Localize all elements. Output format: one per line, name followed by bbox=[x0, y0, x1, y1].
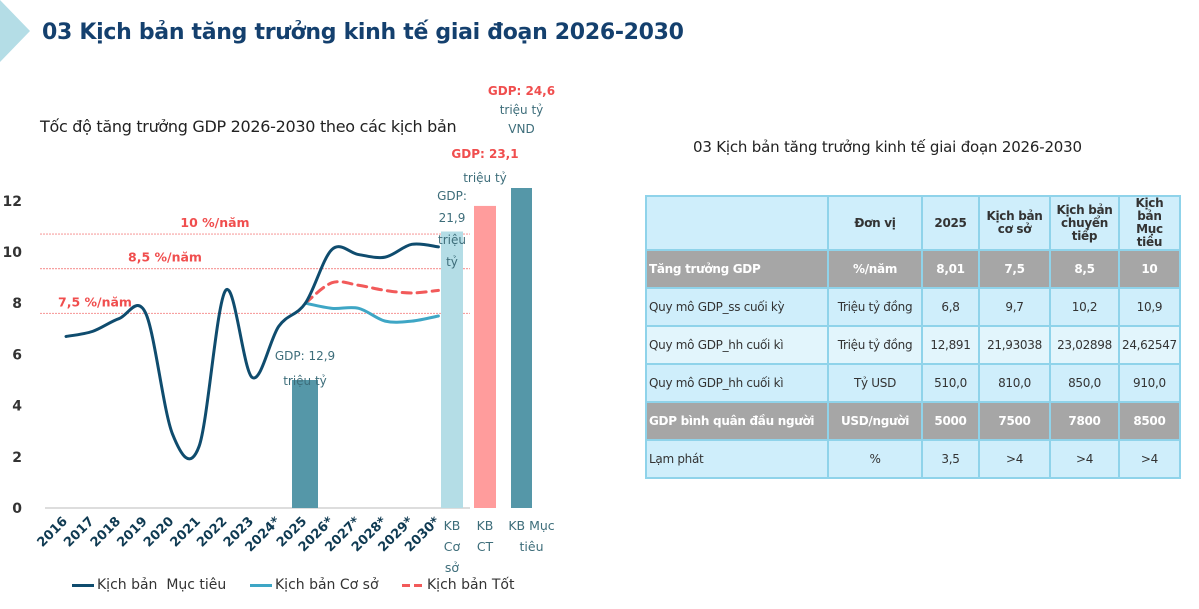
y-tick-label: 6 bbox=[12, 347, 22, 363]
reference-line-label: 8,5 %/năm bbox=[128, 250, 202, 265]
table-cell: >4 bbox=[978, 439, 1051, 479]
y-tick-label: 4 bbox=[12, 399, 22, 415]
header-cell: Đơn vị bbox=[827, 195, 923, 251]
table-row: Tăng trưởng GDP %/năm 8,01 7,5 8,5 10 bbox=[645, 249, 1181, 289]
table-cell: 7500 bbox=[978, 401, 1051, 441]
legend-item-co-so: Kịch bản Cơ sở bbox=[250, 577, 379, 593]
bar bbox=[441, 231, 463, 508]
table-cell: Quy mô GDP_ss cuối kỳ bbox=[645, 287, 829, 327]
table-cell: %/năm bbox=[827, 249, 923, 289]
bar-annotation: 21,9 bbox=[439, 211, 466, 225]
table-title: 03 Kịch bản tăng trưởng kinh tế giai đoạ… bbox=[693, 138, 1082, 156]
legend-swatch-icon bbox=[250, 583, 272, 587]
bar-annotation: VND bbox=[508, 122, 534, 136]
gdp-growth-chart: 0 2 4 6 8 10 12 10 %/năm 8,5 %/năm 7,5 %/năm GDP: … bbox=[3, 84, 556, 575]
table-header-row: Đơn vị 2025 Kịch bản cơ sở Kịch bản chuy… bbox=[645, 195, 1181, 251]
table-cell: 7800 bbox=[1049, 401, 1120, 441]
series-line bbox=[64, 242, 440, 461]
table-cell: >4 bbox=[1049, 439, 1120, 479]
scenario-table: Đơn vị 2025 Kịch bản cơ sở Kịch bản chuy… bbox=[645, 195, 1181, 479]
table-cell: USD/người bbox=[827, 401, 923, 441]
table-row: Quy mô GDP_hh cuối kì Tỷ USD 510,0 810,0 850… bbox=[645, 363, 1181, 403]
table-cell: Tỷ USD bbox=[827, 363, 923, 403]
bar-category-label: KB Mục bbox=[508, 518, 554, 533]
table-cell: 850,0 bbox=[1049, 363, 1120, 403]
bar-annotation: GDP: 24,6 bbox=[488, 84, 555, 98]
table-row: Lạm phát% 3,5 >4 >4 >4 bbox=[645, 439, 1181, 479]
table-cell: 7,5 bbox=[978, 249, 1051, 289]
table-cell: 5000 bbox=[921, 401, 980, 441]
reference-line-label: 10 %/năm bbox=[180, 215, 249, 230]
table-cell: 510,0 bbox=[921, 363, 980, 403]
table-row: Quy mô GDP_ss cuối kỳ Triệu tỷ đồng 6,8 9,7… bbox=[645, 287, 1181, 327]
bar-category-label: tiêu bbox=[520, 539, 544, 554]
legend-item-muc-tieu: Kịch bản Mục tiêu bbox=[72, 577, 226, 593]
series-line bbox=[303, 280, 440, 305]
bar-annotation: GDP: 23,1 bbox=[451, 147, 518, 161]
bar-annotation: triệu tỷ bbox=[283, 374, 327, 388]
header-cell: 2025 bbox=[921, 195, 980, 251]
bar-category-label: Cơ bbox=[444, 539, 461, 554]
table-cell: Triệu tỷ đồng bbox=[827, 287, 923, 327]
y-tick-label: 10 bbox=[3, 245, 23, 261]
table-cell: 10 bbox=[1118, 249, 1181, 289]
table-cell: 8,01 bbox=[921, 249, 980, 289]
table-cell: Lạm phát bbox=[645, 439, 829, 479]
bar-category-label: KB bbox=[477, 518, 494, 533]
series-line bbox=[303, 301, 440, 324]
legend-swatch-icon bbox=[72, 583, 94, 587]
table-cell: 3,5 bbox=[921, 439, 980, 479]
bar-annotation: GDP: 12,9 bbox=[275, 349, 335, 363]
bar bbox=[511, 188, 532, 508]
y-tick-label: 8 bbox=[12, 296, 22, 312]
bar-annotation: tỷ bbox=[446, 255, 458, 269]
bar-annotation: triệu tỷ bbox=[463, 171, 507, 185]
header-cell: Kịch bản chuyển tiếp bbox=[1049, 195, 1120, 251]
table-cell: Triệu tỷ đồng bbox=[827, 325, 923, 365]
table-cell: GDP bình quân đầu người bbox=[645, 401, 829, 441]
bar bbox=[474, 205, 496, 509]
legend-swatch-icon bbox=[402, 583, 424, 587]
table-cell: >4 bbox=[1118, 439, 1181, 479]
page-title: 03 Kịch bản tăng trưởng kinh tế giai đoạ… bbox=[42, 20, 684, 45]
table-cell: % bbox=[827, 439, 923, 479]
table-cell: 10,2 bbox=[1049, 287, 1120, 327]
table-cell: Tăng trưởng GDP bbox=[645, 249, 829, 289]
chart-title: Tốc độ tăng trưởng GDP 2026-2030 theo cá… bbox=[40, 117, 457, 136]
section-arrow-icon bbox=[0, 0, 30, 62]
legend-item-tot: Kịch bản Tốt bbox=[402, 577, 515, 593]
legend-label: Kịch bản Cơ sở bbox=[275, 577, 379, 593]
bar bbox=[292, 380, 318, 508]
y-tick-label: 0 bbox=[12, 501, 22, 517]
table-cell: 21,93038 bbox=[978, 325, 1051, 365]
y-tick-label: 12 bbox=[3, 194, 22, 210]
reference-line-label: 7,5 %/năm bbox=[58, 294, 132, 309]
table-cell: 910,0 bbox=[1118, 363, 1181, 403]
table-cell: 24,62547 bbox=[1118, 325, 1181, 365]
bar-category-label: CT bbox=[477, 539, 494, 554]
table-cell: 9,7 bbox=[978, 287, 1051, 327]
bar-category-label: sở bbox=[445, 560, 460, 575]
bar-annotation: triệu bbox=[438, 233, 466, 247]
table-row: GDP bình quân đầu người USD/người 5000 7500… bbox=[645, 401, 1181, 441]
legend-label: Kịch bản Mục tiêu bbox=[97, 577, 227, 593]
table-cell: 8,5 bbox=[1049, 249, 1120, 289]
table-cell: 810,0 bbox=[978, 363, 1051, 403]
table-cell: 12,891 bbox=[921, 325, 980, 365]
legend-label: Kịch bản Tốt bbox=[427, 577, 515, 593]
table-cell: Quy mô GDP_hh cuối kì bbox=[645, 363, 829, 403]
header-cell bbox=[645, 195, 829, 251]
bar-category-label: KB bbox=[444, 518, 461, 533]
header-cell: Kịch bản Mục tiêu bbox=[1118, 195, 1181, 251]
table-cell: Quy mô GDP_hh cuối kì bbox=[645, 325, 829, 365]
table-cell: 23,02898 bbox=[1049, 325, 1120, 365]
bar-annotation: triệu tỷ bbox=[500, 103, 544, 117]
bar-annotation: GDP: bbox=[437, 189, 467, 203]
table-cell: 10,9 bbox=[1118, 287, 1181, 327]
table-cell: 6,8 bbox=[921, 287, 980, 327]
table-cell: 8500 bbox=[1118, 401, 1181, 441]
y-tick-label: 2 bbox=[12, 450, 22, 466]
header-cell: Kịch bản cơ sở bbox=[978, 195, 1051, 251]
table-row: Quy mô GDP_hh cuối kì Triệu tỷ đồng 12,891… bbox=[645, 325, 1181, 365]
